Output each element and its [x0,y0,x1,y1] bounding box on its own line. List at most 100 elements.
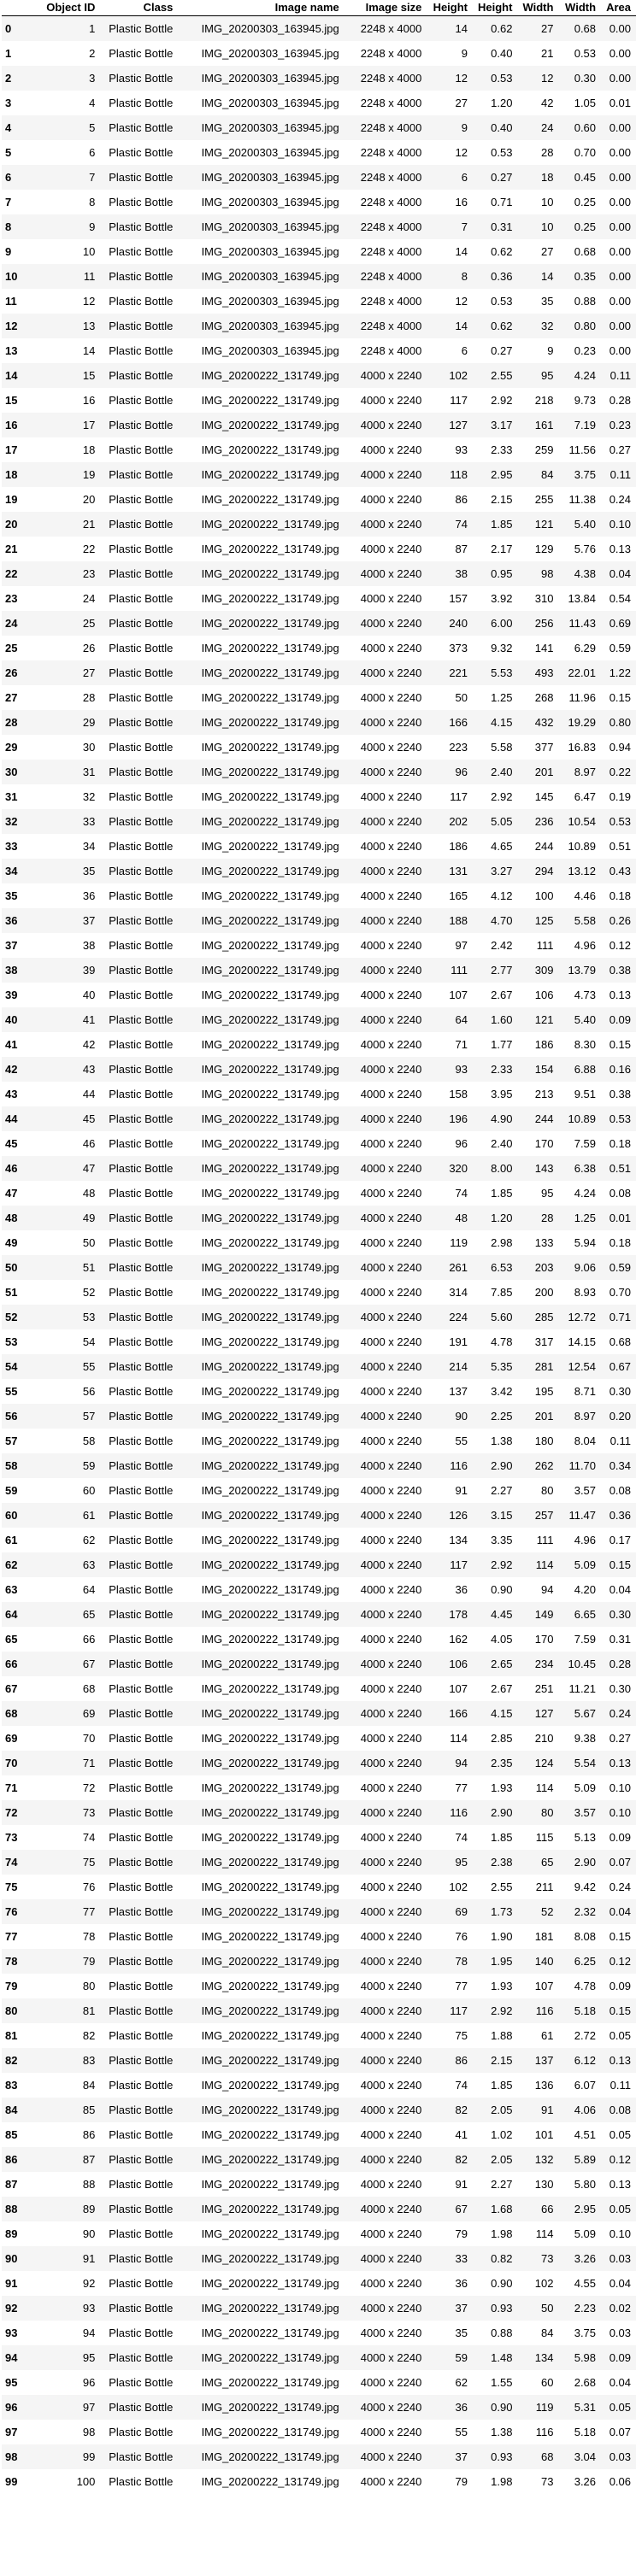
area-cell: 0.53 [601,1106,636,1131]
height-pct-cell: 2.55 [491,1881,513,1893]
table-row: 88 89 Plastic Bottle IMG_20200222_131749.jp… [2,2197,636,2221]
row-index: 19 [5,493,18,506]
image-name-cell: IMG_20200222_131749.jpg [201,1930,339,1943]
image-name-cell: IMG_20200303_163945.jpg [178,264,344,289]
row-index: 27 [5,691,18,704]
width-px-cell: 186 [534,1038,554,1051]
height-pct-cell: 3.42 [491,1385,513,1398]
image-size-cell: 2248 x 4000 [360,146,422,159]
class-cell: Plastic Bottle [109,2079,174,2092]
image-name-cell: IMG_20200222_131749.jpg [201,394,339,407]
object-id-cell: 23 [41,561,101,586]
area-cell: 0.07 [609,2426,631,2438]
object-id-cell: 58 [82,1435,96,1447]
height-px-cell: 134 [449,1534,468,1546]
table-row: 43 44 Plastic Bottle IMG_20200222_131749.jp… [2,1082,636,1106]
class-cell: Plastic Bottle [109,1484,174,1497]
class-cell: Plastic Bottle [109,1187,174,1200]
width-px-cell: 52 [517,1899,559,1924]
width-pct-cell: 0.80 [558,314,602,338]
class-cell: Plastic Bottle [109,2327,174,2339]
image-name-cell: IMG_20200222_131749.jpg [178,2197,344,2221]
width-pct-cell: 7.59 [574,1137,597,1150]
image-name-cell: IMG_20200222_131749.jpg [178,1206,344,1230]
area-cell: 0.38 [609,1088,631,1100]
class-cell: Plastic Bottle [109,1980,174,1992]
area-cell: 0.00 [601,115,636,140]
object-id-cell: 86 [82,2128,96,2141]
object-id-cell: 90 [82,2227,96,2240]
table-row: 28 29 Plastic Bottle IMG_20200222_131749.jp… [2,710,636,735]
row-index: 97 [5,2426,18,2438]
image-name-cell: IMG_20200222_131749.jpg [201,2178,339,2191]
height-px-cell: 202 [427,809,474,834]
area-cell: 0.20 [601,1404,636,1429]
row-index: 53 [5,1335,18,1348]
width-px-cell: 116 [535,2426,554,2438]
height-pct-cell: 5.60 [473,1305,518,1329]
object-id-cell: 72 [82,1781,96,1794]
object-id-cell: 95 [41,2345,101,2370]
table-row: 31 32 Plastic Bottle IMG_20200222_131749.jp… [2,784,636,809]
image-name-cell: IMG_20200222_131749.jpg [201,1583,339,1596]
width-pct-cell: 10.54 [558,809,602,834]
row-index: 57 [5,1435,18,1447]
width-px-cell: 181 [534,1930,554,1943]
image-size-cell: 4000 x 2240 [360,1831,422,1844]
image-name-cell: IMG_20200222_131749.jpg [178,363,344,388]
height-pct-cell: 2.35 [473,1751,518,1775]
class-cell: Plastic Bottle [109,691,174,704]
image-name-cell: IMG_20200303_163945.jpg [201,97,339,109]
table-row: 65 66 Plastic Bottle IMG_20200222_131749.jp… [2,1627,636,1652]
table-row: 84 85 Plastic Bottle IMG_20200222_131749.jp… [2,2098,636,2122]
height-pct-cell: 2.40 [473,760,518,784]
area-cell: 0.34 [601,1453,636,1478]
height-px-cell: 6 [427,165,474,190]
height-pct-cell: 0.53 [491,146,513,159]
width-px-cell: 9 [547,344,554,357]
table-row: 50 51 Plastic Bottle IMG_20200222_131749.jp… [2,1255,636,1280]
class-cell: Plastic Bottle [100,710,179,735]
table-row: 18 19 Plastic Bottle IMG_20200222_131749.jp… [2,462,636,487]
row-index: 76 [2,1899,42,1924]
class-cell: Plastic Bottle [109,2277,174,2290]
class-cell: Plastic Bottle [100,1255,179,1280]
height-px-cell: 9 [461,47,468,60]
image-size-cell: 4000 x 2240 [360,939,422,952]
object-id-cell: 82 [82,2029,96,2042]
width-pct-cell: 11.38 [568,493,597,506]
table-row: 35 36 Plastic Bottle IMG_20200222_131749.jp… [2,883,636,908]
object-id-cell: 5 [41,115,101,140]
width-px-cell: 262 [517,1453,559,1478]
image-size-cell: 4000 x 2240 [360,1335,422,1348]
area-cell: 0.00 [601,165,636,190]
image-size-cell: 2248 x 4000 [360,196,422,208]
area-cell: 0.53 [601,809,636,834]
object-id-cell: 38 [82,939,96,952]
height-pct-cell: 0.88 [491,2327,513,2339]
row-index: 84 [2,2098,42,2122]
height-px-cell: 12 [455,295,468,308]
width-pct-cell: 11.43 [558,611,602,636]
image-name-cell: IMG_20200303_163945.jpg [201,196,339,208]
image-size-cell: 4000 x 2240 [360,1583,422,1596]
height-px-cell: 14 [455,245,468,258]
width-px-cell: 154 [517,1057,559,1082]
width-pct-cell: 6.07 [574,2079,597,2092]
height-pct-cell: 2.92 [473,1998,518,2023]
width-pct-cell: 2.90 [558,1850,602,1875]
object-id-cell: 48 [82,1187,96,1200]
height-pct-cell: 5.53 [473,660,518,685]
width-pct-cell: 11.21 [568,1682,597,1695]
area-cell: 0.15 [609,1038,631,1051]
object-id-cell: 28 [82,691,96,704]
height-px-cell: 37 [427,2296,474,2321]
area-cell: 0.80 [601,710,636,735]
image-size-cell: 2248 x 4000 [344,66,427,91]
object-id-cell: 32 [82,790,96,803]
image-size-cell: 4000 x 2240 [360,1385,422,1398]
width-pct-cell: 4.96 [574,939,597,952]
width-px-cell: 106 [534,989,554,1001]
image-size-cell: 4000 x 2240 [360,642,422,654]
width-px-cell: 493 [517,660,559,685]
